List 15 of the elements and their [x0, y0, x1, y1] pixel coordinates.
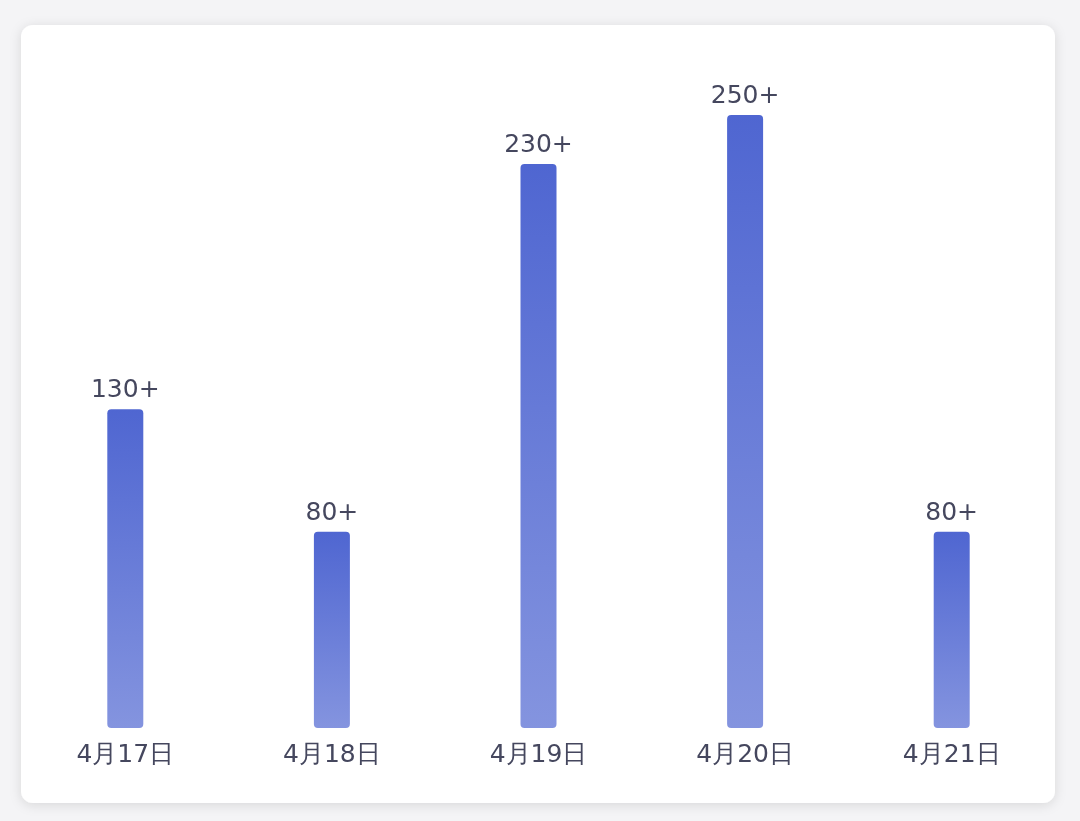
bar — [520, 164, 557, 728]
x-tick-label: 4月19日 — [489, 739, 588, 768]
data-label: 130+ — [90, 374, 160, 404]
bar — [933, 531, 970, 728]
bar — [313, 531, 350, 728]
data-label: 80+ — [305, 496, 359, 526]
x-tick-label: 4月20日 — [696, 739, 794, 768]
bar — [107, 409, 144, 728]
bar — [727, 115, 764, 728]
data-label: 80+ — [925, 496, 979, 526]
x-tick-label: 4月17日 — [76, 739, 175, 768]
data-label: 250+ — [710, 80, 780, 109]
data-label: 230+ — [504, 129, 573, 159]
x-tick-label: 4月18日 — [283, 739, 381, 768]
x-tick-label: 4月21日 — [902, 739, 1001, 768]
